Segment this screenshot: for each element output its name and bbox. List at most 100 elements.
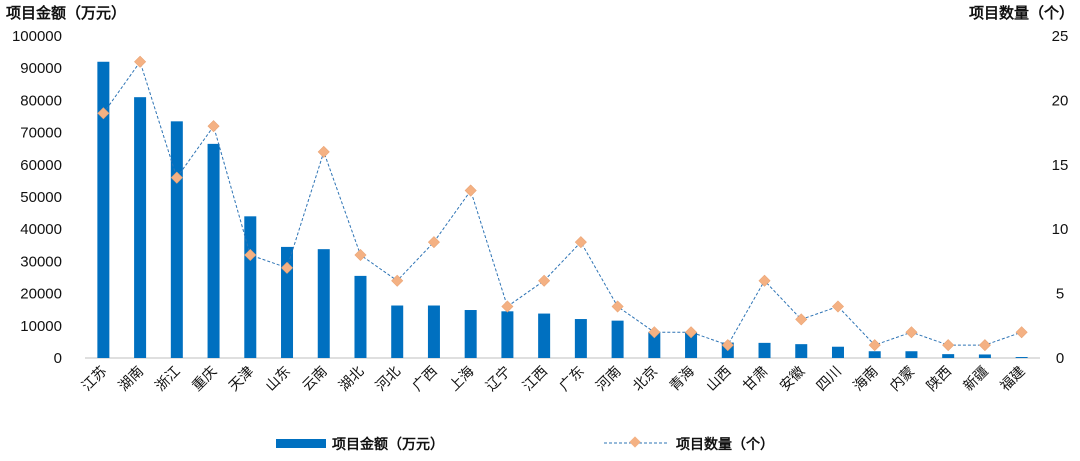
category-label: 河南 <box>593 364 624 395</box>
line-marker-上海 <box>464 184 477 197</box>
category-label: 广东 <box>557 364 588 395</box>
bar-湖南 <box>134 97 147 359</box>
bar-甘肃 <box>758 342 771 358</box>
line-marker-山东 <box>281 261 294 274</box>
left-tick-label: 20000 <box>20 286 62 303</box>
bar-云南 <box>317 249 330 358</box>
line-marker-海南 <box>868 339 881 352</box>
left-tick-label: 10000 <box>20 318 62 335</box>
right-axis-ticks: 0 5 10 15 20 25 <box>1052 28 1069 367</box>
left-tick-label: 30000 <box>20 253 62 270</box>
line-marker-山西 <box>721 339 734 352</box>
category-label: 福建 <box>997 364 1028 395</box>
category-label: 辽宁 <box>482 363 514 395</box>
bar-山东 <box>281 246 294 358</box>
bar-河北 <box>391 305 404 358</box>
left-tick-label: 0 <box>54 350 62 367</box>
legend-line-label: 项目数量（个） <box>676 436 774 453</box>
right-tick-label: 5 <box>1056 286 1064 303</box>
left-tick-label: 100000 <box>12 28 62 45</box>
category-label: 内蒙 <box>887 364 918 395</box>
bar-湖北 <box>354 275 367 358</box>
category-label: 海南 <box>850 364 881 395</box>
left-axis-ticks: 0 10000 20000 30000 40000 50000 60000 70000 8000… <box>12 28 62 367</box>
category-label: 上海 <box>446 364 477 395</box>
right-tick-label: 20 <box>1052 92 1069 109</box>
bar-青海 <box>685 332 698 358</box>
line-marker-河南 <box>611 300 624 313</box>
left-tick-label: 50000 <box>20 189 62 206</box>
left-tick-label: 40000 <box>20 221 62 238</box>
category-label: 陕西 <box>924 364 955 395</box>
bar-新疆 <box>978 354 991 358</box>
line-marker-辽宁 <box>501 300 514 313</box>
category-label: 甘肃 <box>740 364 771 395</box>
right-tick-label: 0 <box>1056 350 1064 367</box>
category-labels: 江苏 湖南 浙江 重庆 天津 山东 云南 湖北 河北 广西 上海 辽宁 江西 广东 河南 北京 青海 山西 甘肃 安徽… <box>79 363 1028 395</box>
line-marker-江苏 <box>97 107 110 120</box>
right-tick-label: 25 <box>1052 28 1069 45</box>
bar-安徽 <box>795 344 808 358</box>
category-label: 重庆 <box>189 364 220 395</box>
line-marker-湖北 <box>354 248 367 261</box>
left-tick-label: 60000 <box>20 157 62 174</box>
left-tick-label: 90000 <box>20 60 62 77</box>
bar-series <box>97 61 1028 359</box>
category-label: 湖南 <box>116 364 147 395</box>
legend-bar-swatch <box>276 439 326 448</box>
bar-福建 <box>1015 357 1028 358</box>
line-marker-广东 <box>574 236 587 249</box>
bar-江西 <box>538 313 551 358</box>
category-label: 河北 <box>373 364 404 395</box>
category-label: 广西 <box>410 364 441 395</box>
right-axis-title: 项目数量（个） <box>969 4 1074 22</box>
bar-内蒙 <box>905 351 918 358</box>
line-series <box>97 55 1028 352</box>
line-marker-重庆 <box>207 120 220 133</box>
category-label: 四川 <box>814 364 845 395</box>
bar-广西 <box>427 305 440 358</box>
category-label: 浙江 <box>153 364 184 395</box>
category-label: 湖北 <box>336 364 367 395</box>
category-label: 青海 <box>667 364 698 395</box>
category-label: 山西 <box>704 364 735 395</box>
line-marker-河北 <box>391 274 404 287</box>
category-label: 天津 <box>226 364 257 395</box>
line-marker-湖南 <box>134 55 147 68</box>
right-tick-label: 10 <box>1052 221 1069 238</box>
line-marker-甘肃 <box>758 274 771 287</box>
line-marker-浙江 <box>170 171 183 184</box>
line-marker-青海 <box>685 326 698 339</box>
line-marker-北京 <box>648 326 661 339</box>
bar-浙江 <box>170 121 183 358</box>
bar-陕西 <box>942 354 955 358</box>
bar-上海 <box>464 310 477 358</box>
category-label: 北京 <box>630 364 661 395</box>
category-label: 江西 <box>520 364 551 395</box>
line-marker-内蒙 <box>905 326 918 339</box>
line-marker-福建 <box>1015 326 1028 339</box>
category-label: 安徽 <box>777 364 808 395</box>
category-label: 山东 <box>263 364 294 395</box>
bar-天津 <box>244 216 257 358</box>
line-marker-广西 <box>427 236 440 249</box>
category-label: 云南 <box>299 364 330 395</box>
bar-海南 <box>868 351 881 358</box>
line-marker-安徽 <box>795 313 808 326</box>
line-marker-天津 <box>244 248 257 261</box>
line-marker-新疆 <box>978 339 991 352</box>
bar-辽宁 <box>501 311 514 358</box>
left-tick-label: 70000 <box>20 125 62 142</box>
right-tick-label: 15 <box>1052 157 1069 174</box>
legend: 项目金额（万元） 项目数量（个） <box>276 436 774 453</box>
category-label: 新疆 <box>961 364 992 395</box>
line-marker-江西 <box>538 274 551 287</box>
left-tick-label: 80000 <box>20 92 62 109</box>
bar-四川 <box>831 346 844 358</box>
bar-北京 <box>648 331 661 358</box>
line-marker-云南 <box>317 145 330 158</box>
legend-marker-swatch <box>629 436 641 448</box>
bar-广东 <box>574 319 587 358</box>
line-path <box>102 60 1022 346</box>
